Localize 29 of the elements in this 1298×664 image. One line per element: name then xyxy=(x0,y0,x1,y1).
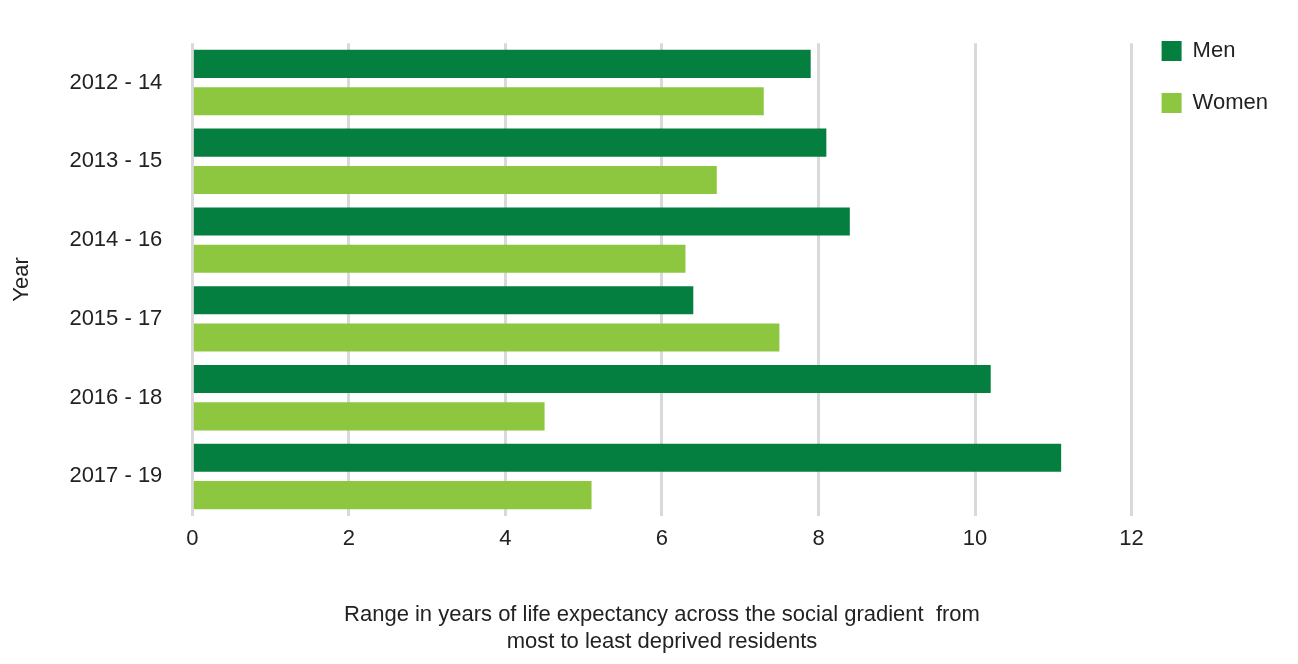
x-tick-label: 2 xyxy=(342,525,356,551)
y-tick-label: 2014 - 16 xyxy=(69,226,163,252)
bar xyxy=(193,323,780,352)
x-tick-label: 4 xyxy=(499,525,512,551)
x-tick-label: 12 xyxy=(1119,525,1144,551)
bar xyxy=(193,87,764,116)
bar xyxy=(193,128,827,157)
x-tick-label: 6 xyxy=(655,525,669,551)
x-tick-label: 8 xyxy=(812,525,825,551)
legend-label: Men xyxy=(1192,37,1236,63)
y-tick-label: 2013 - 15 xyxy=(69,147,163,173)
bar xyxy=(193,286,694,315)
bar xyxy=(193,402,545,431)
bar xyxy=(193,166,717,195)
x-tick-label: 0 xyxy=(186,525,199,551)
legend-label: Women xyxy=(1192,89,1269,115)
bar xyxy=(193,49,811,78)
x-tick-label: 10 xyxy=(962,525,988,551)
bar xyxy=(193,443,1062,472)
bar xyxy=(193,244,686,273)
y-tick-label: 2017 - 19 xyxy=(69,462,163,488)
y-tick-label: 2012 - 14 xyxy=(69,68,163,94)
y-axis-title: Year xyxy=(8,257,34,302)
x-axis-title: Range in years of life expectancy across the social gradient from most to least deprived residents xyxy=(344,601,980,653)
bar xyxy=(193,207,850,236)
y-tick-label: 2015 - 17 xyxy=(69,304,163,330)
y-tick-label: 2016 - 18 xyxy=(69,383,163,409)
bar xyxy=(193,481,592,510)
bar xyxy=(193,364,991,393)
